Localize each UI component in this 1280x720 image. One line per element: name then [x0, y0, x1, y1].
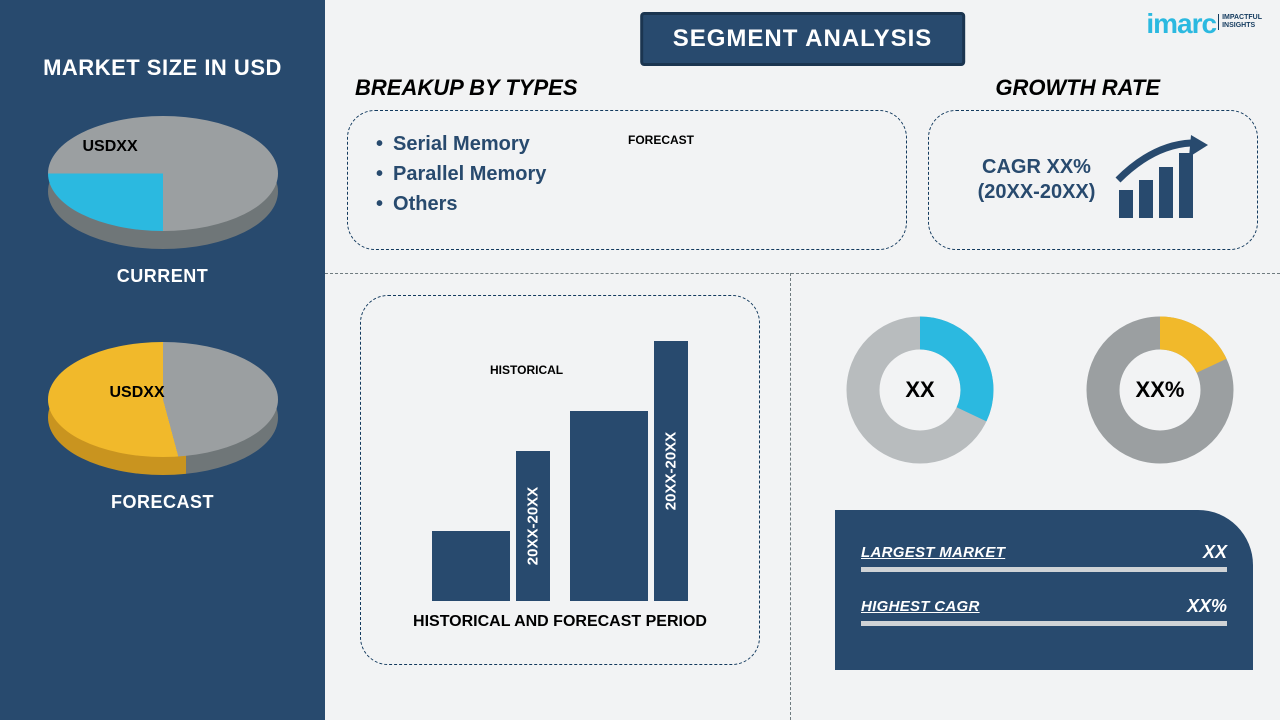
bar-period-label: 20XX-20XX	[663, 432, 680, 510]
historical-forecast-box: HISTORICAL 20XX-20XX FORECAST 20XX-20XX HIS…	[360, 295, 760, 665]
kpi-cagr-label: HIGHEST CAGR	[861, 598, 980, 615]
breakup-item: Serial Memory	[376, 129, 878, 159]
bar-chart: HISTORICAL 20XX-20XX FORECAST 20XX-20XX	[386, 311, 734, 601]
left-panel: MARKET SIZE IN USD USDXX CURRENT USDXX F…	[0, 0, 325, 720]
kpi-row-cagr: HIGHEST CAGR XX%	[861, 596, 1227, 617]
bar-flag: FORECAST	[628, 133, 694, 147]
bar-flag: HISTORICAL	[490, 363, 563, 377]
donut-row: XX XX%	[845, 315, 1235, 465]
growth-heading: GROWTH RATE	[995, 75, 1160, 101]
donut-largest-market: XX	[845, 315, 995, 465]
brand-name: imarc	[1146, 8, 1216, 40]
growth-icon	[1113, 135, 1208, 225]
pie-forecast-value: USDXX	[110, 384, 165, 402]
breakup-heading: BREAKUP BY TYPES	[355, 75, 578, 101]
page-title: SEGMENT ANALYSIS	[640, 12, 966, 66]
pie-chart-forecast: USDXX	[48, 342, 278, 472]
breakup-list: Serial MemoryParallel MemoryOthers	[376, 129, 878, 219]
market-size-heading: MARKET SIZE IN USD	[43, 55, 282, 81]
bar-chart-caption: HISTORICAL AND FORECAST PERIOD	[386, 613, 734, 631]
pie-chart-current: USDXX	[48, 116, 278, 246]
right-area: SEGMENT ANALYSIS imarc IMPACTFULINSIGHTS…	[325, 0, 1280, 720]
kpi-largest-label: LARGEST MARKET	[861, 544, 1005, 561]
bar-wide: FORECAST	[570, 411, 648, 601]
brand-logo: imarc IMPACTFULINSIGHTS	[1146, 8, 1262, 40]
divider-vertical	[790, 273, 791, 720]
divider-horizontal	[325, 273, 1280, 274]
pie-current-value: USDXX	[83, 138, 138, 156]
kpi-panel: LARGEST MARKET XX HIGHEST CAGR XX%	[835, 510, 1253, 670]
pie-current: USDXX CURRENT	[48, 116, 278, 287]
donut-1-value: XX%	[1085, 315, 1235, 465]
breakup-item: Parallel Memory	[376, 159, 878, 189]
breakup-item: Others	[376, 189, 878, 219]
donut-highest-cagr: XX%	[1085, 315, 1235, 465]
bar-period-label: 20XX-20XX	[525, 487, 542, 565]
pie-forecast: USDXX FORECAST	[48, 342, 278, 513]
kpi-bar	[861, 621, 1227, 626]
breakup-box: Serial MemoryParallel MemoryOthers	[347, 110, 907, 250]
bar-wide: HISTORICAL	[432, 531, 510, 601]
kpi-bar	[861, 567, 1227, 572]
bar-thin: 20XX-20XX	[654, 341, 688, 601]
bar-thin: 20XX-20XX	[516, 451, 550, 601]
cagr-text: CAGR XX% (20XX-20XX)	[978, 155, 1096, 205]
pie-forecast-caption: FORECAST	[111, 492, 214, 513]
bar-group: FORECAST 20XX-20XX	[570, 341, 688, 601]
growth-box: CAGR XX% (20XX-20XX)	[928, 110, 1258, 250]
kpi-row-largest: LARGEST MARKET XX	[861, 542, 1227, 563]
kpi-cagr-value: XX%	[1187, 596, 1227, 617]
pie-current-caption: CURRENT	[117, 266, 209, 287]
donut-0-value: XX	[845, 315, 995, 465]
kpi-largest-value: XX	[1203, 542, 1227, 563]
brand-tagline: IMPACTFULINSIGHTS	[1218, 14, 1262, 30]
bar-group: HISTORICAL 20XX-20XX	[432, 451, 550, 601]
